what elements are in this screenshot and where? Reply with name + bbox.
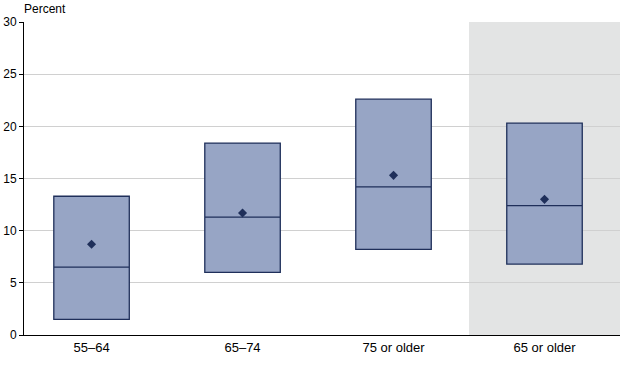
svg-text:25: 25 xyxy=(3,67,17,81)
svg-text:Percent: Percent xyxy=(24,2,66,16)
svg-text:0: 0 xyxy=(10,328,17,342)
svg-text:20: 20 xyxy=(3,120,17,134)
svg-text:55–64: 55–64 xyxy=(73,340,109,355)
svg-text:65 or older: 65 or older xyxy=(513,340,576,355)
svg-text:5: 5 xyxy=(10,276,17,290)
svg-text:10: 10 xyxy=(3,224,17,238)
svg-text:75 or older: 75 or older xyxy=(362,340,425,355)
svg-text:30: 30 xyxy=(3,15,17,29)
svg-text:65–74: 65–74 xyxy=(224,340,260,355)
svg-text:15: 15 xyxy=(3,172,17,186)
